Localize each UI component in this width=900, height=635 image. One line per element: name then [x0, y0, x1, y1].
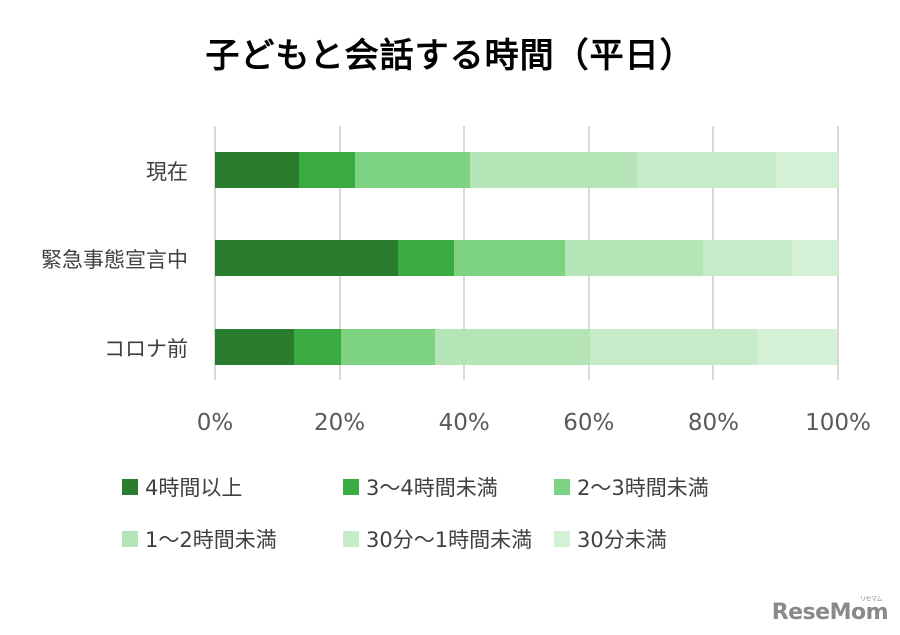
chart-title: 子どもと会話する時間（平日） [205, 36, 695, 76]
legend-label: 30分〜1時間未満 [366, 528, 533, 552]
legend-item: 4時間以上 [122, 472, 242, 502]
legend-swatch-icon [343, 479, 359, 495]
x-axis-tick-label: 100% [805, 410, 871, 436]
legend-swatch-icon [343, 531, 359, 547]
bar-segment [215, 329, 295, 365]
y-axis-label: 緊急事態宣言中 [41, 248, 188, 272]
x-axis-tick-label: 40% [438, 410, 490, 436]
legend-item: 3〜4時間未満 [343, 472, 498, 502]
legend-label: 4時間以上 [145, 476, 243, 500]
x-axis-tick-label: 0% [196, 410, 234, 436]
legend-swatch-icon [554, 531, 570, 547]
bar-row [215, 152, 838, 188]
logo-subtext: リセマム [859, 596, 883, 603]
bar-segment [294, 329, 341, 365]
legend-item: 2〜3時間未満 [554, 472, 709, 502]
plot-area [214, 126, 839, 380]
bar-row [215, 329, 838, 365]
bar-segment [703, 240, 792, 276]
bar-segment [590, 329, 757, 365]
bar-segment [434, 329, 591, 365]
bar-segment [637, 152, 777, 188]
bar-segment [215, 152, 300, 188]
legend-swatch-icon [554, 479, 570, 495]
resemom-logo: ReseMom リセマム [771, 596, 889, 625]
legend-item: 30分未満 [554, 524, 667, 554]
gridline [837, 126, 839, 380]
bar-row [215, 240, 838, 276]
bar-segment [565, 240, 704, 276]
legend-label: 1〜2時間未満 [145, 528, 277, 552]
bar-segment [791, 240, 838, 276]
bar-segment [454, 240, 566, 276]
bar-segment [340, 329, 435, 365]
bar-segment [299, 152, 356, 188]
legend-swatch-icon [122, 479, 138, 495]
bar-segment [469, 152, 638, 188]
y-axis-label: コロナ前 [104, 337, 188, 361]
y-axis-label: 現在 [146, 160, 188, 184]
legend-item: 30分〜1時間未満 [343, 524, 532, 554]
logo-text: ReseMom [771, 600, 889, 625]
legend-swatch-icon [122, 531, 138, 547]
x-axis-tick-label: 60% [563, 410, 615, 436]
x-axis-tick-label: 80% [687, 410, 739, 436]
legend-label: 3〜4時間未満 [366, 476, 498, 500]
legend-item: 1〜2時間未満 [122, 524, 277, 554]
bar-segment [215, 240, 399, 276]
x-axis-tick-label: 20% [314, 410, 366, 436]
legend-label: 2〜3時間未満 [577, 476, 709, 500]
bar-segment [776, 152, 838, 188]
bar-segment [355, 152, 470, 188]
legend-label: 30分未満 [577, 528, 667, 552]
bar-segment [756, 329, 838, 365]
bar-segment [398, 240, 455, 276]
